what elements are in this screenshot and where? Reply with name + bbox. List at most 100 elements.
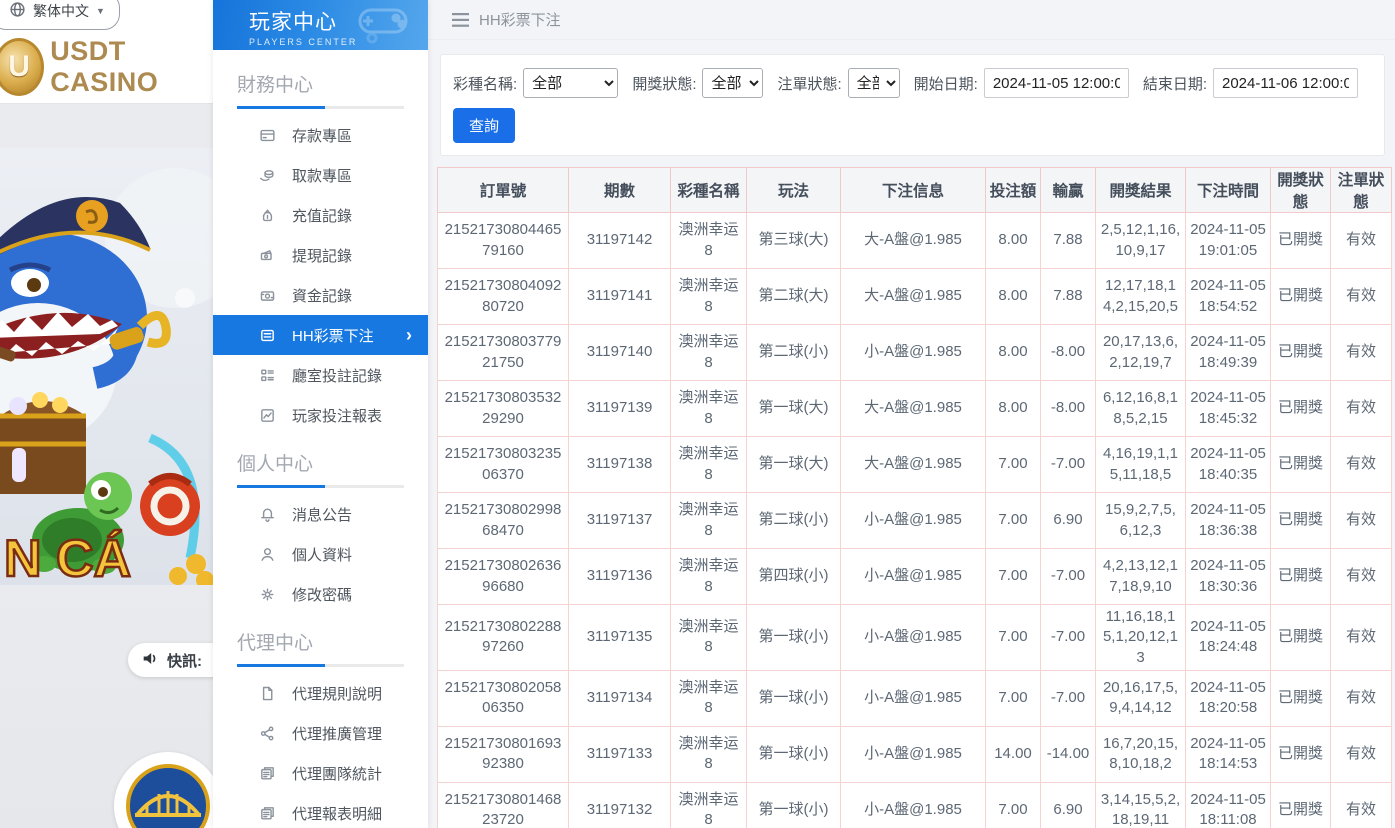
withdraw-record-icon xyxy=(258,246,276,264)
sidebar-item-player-report[interactable]: 玩家投注報表 xyxy=(213,395,428,435)
draw-status-select[interactable]: 全部 xyxy=(702,68,764,98)
table-cell: 2152173080409280720 xyxy=(437,268,569,325)
start-date-input[interactable] xyxy=(983,68,1129,98)
lottery-bet-icon xyxy=(258,326,276,344)
gamepad-icon xyxy=(352,4,414,49)
table-cell: 小-A盤@1.985 xyxy=(840,669,986,727)
end-date-input[interactable] xyxy=(1213,68,1358,98)
table-cell: 澳洲幸运8 xyxy=(670,781,747,828)
sidebar-item-deposit-card[interactable]: 存款專區 xyxy=(213,115,428,155)
sidebar-item-user[interactable]: 個人資料 xyxy=(213,534,428,574)
table-row: 2152173080353229290 31197139 澳洲幸运8 第一球(大) 大-… xyxy=(437,380,1392,437)
table-cell: 已開獎 xyxy=(1270,604,1331,671)
order-status-select[interactable]: 全部 xyxy=(847,68,900,98)
table-cell: 2,5,12,1,16,10,9,17 xyxy=(1095,212,1186,269)
sidebar-item-label: 個人資料 xyxy=(292,546,353,564)
column-header: 彩種名稱 xyxy=(670,167,747,213)
site-logo[interactable]: U USDT CASINO xyxy=(0,36,213,98)
column-header: 訂單號 xyxy=(437,167,569,213)
column-header: 開獎結果 xyxy=(1095,167,1186,213)
table-cell: 澳洲幸运8 xyxy=(670,604,747,671)
lottery-name-select[interactable]: 全部 xyxy=(523,68,619,98)
column-header: 期數 xyxy=(568,167,671,213)
sidebar-item-gear[interactable]: 修改密碼 xyxy=(213,574,428,614)
table-cell: 31197142 xyxy=(568,212,671,269)
sidebar-item-team-stats[interactable]: 代理團隊統計 xyxy=(213,753,428,793)
sidebar-item-hall-bet-record[interactable]: 廳室投註記錄 xyxy=(213,355,428,395)
table-cell: 7.88 xyxy=(1040,212,1096,269)
column-header: 輸贏 xyxy=(1040,167,1096,213)
table-cell: 2024-11-05 18:49:39 xyxy=(1185,324,1271,381)
table-cell: 第二球(大) xyxy=(746,268,841,325)
section-underline xyxy=(237,485,404,488)
table-cell: 20,17,13,6,2,12,19,7 xyxy=(1095,324,1186,381)
table-cell: 7.88 xyxy=(1040,268,1096,325)
table-cell: 澳洲幸运8 xyxy=(670,436,747,493)
page-title: HH彩票下注 xyxy=(479,12,561,29)
sidebar-item-funds-record[interactable]: 資金記錄 xyxy=(213,275,428,315)
table-cell: 第二球(小) xyxy=(746,492,841,549)
table-cell: 已開獎 xyxy=(1270,669,1331,727)
table-row: 2152173080377921750 31197140 澳洲幸运8 第二球(小) 小-… xyxy=(437,324,1392,381)
table-cell: 11,16,18,15,1,20,12,13 xyxy=(1095,604,1186,671)
art-caption: N CÁ xyxy=(4,530,131,585)
sidebar-item-label: 取款專區 xyxy=(292,167,353,185)
table-cell: 小-A盤@1.985 xyxy=(840,725,986,783)
recharge-record-icon xyxy=(258,206,276,224)
search-button[interactable]: 查詢 xyxy=(453,108,516,143)
sidebar-item-share[interactable]: 代理推廣管理 xyxy=(213,713,428,753)
sidebar-item-withdraw-record[interactable]: 提現記錄 xyxy=(213,235,428,275)
table-cell: 8.00 xyxy=(985,268,1041,325)
table-cell: 2024-11-05 18:30:36 xyxy=(1185,548,1271,605)
table-cell: 第一球(小) xyxy=(746,781,841,828)
table-cell: 已開獎 xyxy=(1270,212,1331,269)
table-cell: -7.00 xyxy=(1040,669,1096,727)
table-cell: 已開獎 xyxy=(1270,380,1331,437)
casino-game-artwork: N CÁ xyxy=(0,148,213,585)
table-cell: 已開獎 xyxy=(1270,781,1331,828)
sidebar-item-document[interactable]: 代理規則說明 xyxy=(213,673,428,713)
table-cell: 大-A盤@1.985 xyxy=(840,268,986,325)
table-cell: -14.00 xyxy=(1040,725,1096,783)
sidebar-section-title: 個人中心 xyxy=(237,454,314,475)
table-cell: 澳洲幸运8 xyxy=(670,380,747,437)
sidebar-item-label: 玩家投注報表 xyxy=(292,407,383,425)
report-detail-icon xyxy=(258,804,276,822)
language-selector[interactable]: 繁体中文 ▼ xyxy=(0,0,120,30)
table-cell: 15,9,2,7,5,6,12,3 xyxy=(1095,492,1186,549)
table-row: 2152173080263696680 31197136 澳洲幸运8 第四球(小) 小-… xyxy=(437,548,1392,605)
team-logo-badge xyxy=(114,752,222,828)
table-cell: 有效 xyxy=(1330,268,1392,325)
table-cell: 4,16,19,1,15,11,18,5 xyxy=(1095,436,1186,493)
table-cell: 6,12,16,8,18,5,2,15 xyxy=(1095,380,1186,437)
table-cell: 已開獎 xyxy=(1270,492,1331,549)
table-cell: 14.00 xyxy=(985,725,1041,783)
sidebar-item-label: 代理報表明細 xyxy=(292,805,383,823)
main-header: HH彩票下注 xyxy=(428,0,1395,40)
sidebar-title: 玩家中心 xyxy=(249,11,337,34)
table-cell: 2024-11-05 18:14:53 xyxy=(1185,725,1271,783)
sidebar-item-bell[interactable]: 消息公告 xyxy=(213,494,428,534)
table-cell: 第三球(大) xyxy=(746,212,841,269)
table-cell: 小-A盤@1.985 xyxy=(840,492,986,549)
table-cell: 小-A盤@1.985 xyxy=(840,548,986,605)
menu-toggle-icon[interactable] xyxy=(452,12,469,27)
sidebar-item-lottery-bet[interactable]: HH彩票下注 › xyxy=(213,315,428,355)
table-cell: 2024-11-05 18:45:32 xyxy=(1185,380,1271,437)
table-cell: 有效 xyxy=(1330,548,1392,605)
sidebar-item-report-detail[interactable]: 代理報表明細 xyxy=(213,793,428,828)
table-cell: 7.00 xyxy=(985,492,1041,549)
table-cell: 4,2,13,12,17,18,9,10 xyxy=(1095,548,1186,605)
sidebar-item-withdraw-hand[interactable]: 取款專區 xyxy=(213,155,428,195)
sidebar-item-recharge-record[interactable]: 充值記錄 xyxy=(213,195,428,235)
left-background-column: 繁体中文 ▼ U USDT CASINO xyxy=(0,0,238,828)
table-cell: 有效 xyxy=(1330,492,1392,549)
table-cell: 第一球(大) xyxy=(746,380,841,437)
table-row: 2152173080205806350 31197134 澳洲幸运8 第一球(小) 小-… xyxy=(437,669,1392,727)
table-cell: 31197135 xyxy=(568,604,671,671)
table-cell: 已開獎 xyxy=(1270,324,1331,381)
table-cell: 澳洲幸运8 xyxy=(670,324,747,381)
table-cell: 2024-11-05 18:20:58 xyxy=(1185,669,1271,727)
table-cell: 2152173080323506370 xyxy=(437,436,569,493)
